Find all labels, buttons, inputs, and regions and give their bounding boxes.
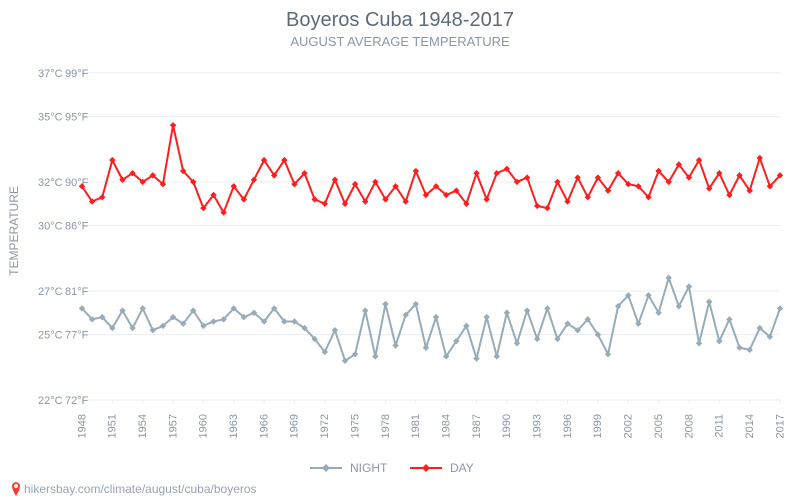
y-tick-c: 37°C — [38, 68, 63, 80]
x-tick: 1966 — [258, 414, 270, 438]
x-tick: 2005 — [653, 414, 665, 438]
y-tick-f: 90°F — [65, 177, 89, 189]
y-tick-c: 27°C — [38, 286, 63, 298]
x-tick: 1999 — [592, 414, 604, 438]
y-tick-f: 95°F — [65, 112, 89, 124]
x-tick: 1963 — [228, 414, 240, 438]
x-tick: 1993 — [532, 414, 544, 438]
x-tick: 1948 — [76, 414, 88, 438]
x-tick: 1978 — [380, 414, 392, 438]
x-tick: 1951 — [107, 414, 119, 438]
x-tick: 1987 — [471, 414, 483, 438]
y-tick-f: 72°F — [65, 395, 89, 407]
y-tick-f: 99°F — [65, 68, 89, 80]
x-tick: 1969 — [289, 414, 301, 438]
x-tick: 1981 — [410, 414, 422, 438]
y-tick-c: 22°C — [38, 395, 63, 407]
x-tick: 1990 — [501, 414, 513, 438]
x-tick: 2011 — [714, 414, 726, 438]
y-tick-c: 30°C — [38, 221, 63, 233]
x-tick: 1975 — [349, 414, 361, 438]
x-tick: 2002 — [623, 414, 635, 438]
x-tick: 1957 — [167, 414, 179, 438]
y-tick-c: 32°C — [38, 177, 63, 189]
y-tick-c: 25°C — [38, 330, 63, 342]
y-tick-f: 86°F — [65, 221, 89, 233]
x-tick: 2008 — [683, 414, 695, 438]
legend-night-label: NIGHT — [350, 461, 388, 475]
x-tick: 1984 — [440, 414, 452, 438]
x-tick: 1972 — [319, 414, 331, 438]
x-tick: 2017 — [774, 414, 786, 438]
attribution-text: hikersbay.com/climate/august/cuba/boyero… — [24, 482, 257, 496]
chart-title: Boyeros Cuba 1948-2017 — [286, 9, 514, 31]
x-tick: 1996 — [562, 414, 574, 438]
x-tick: 1960 — [198, 414, 210, 438]
legend-day-label: DAY — [450, 461, 474, 475]
y-tick-f: 81°F — [65, 286, 89, 298]
y-axis-title: TEMPERATURE — [7, 186, 21, 276]
chart-subtitle: AUGUST AVERAGE TEMPERATURE — [290, 34, 510, 49]
x-tick: 2014 — [744, 414, 756, 438]
x-tick: 1954 — [137, 414, 149, 438]
temperature-chart: 22°C72°F 25°C77°F 27°C81°F 30°C86°F 32°C90°F… — [0, 0, 800, 500]
y-tick-f: 77°F — [65, 330, 89, 342]
y-tick-c: 35°C — [38, 112, 63, 124]
